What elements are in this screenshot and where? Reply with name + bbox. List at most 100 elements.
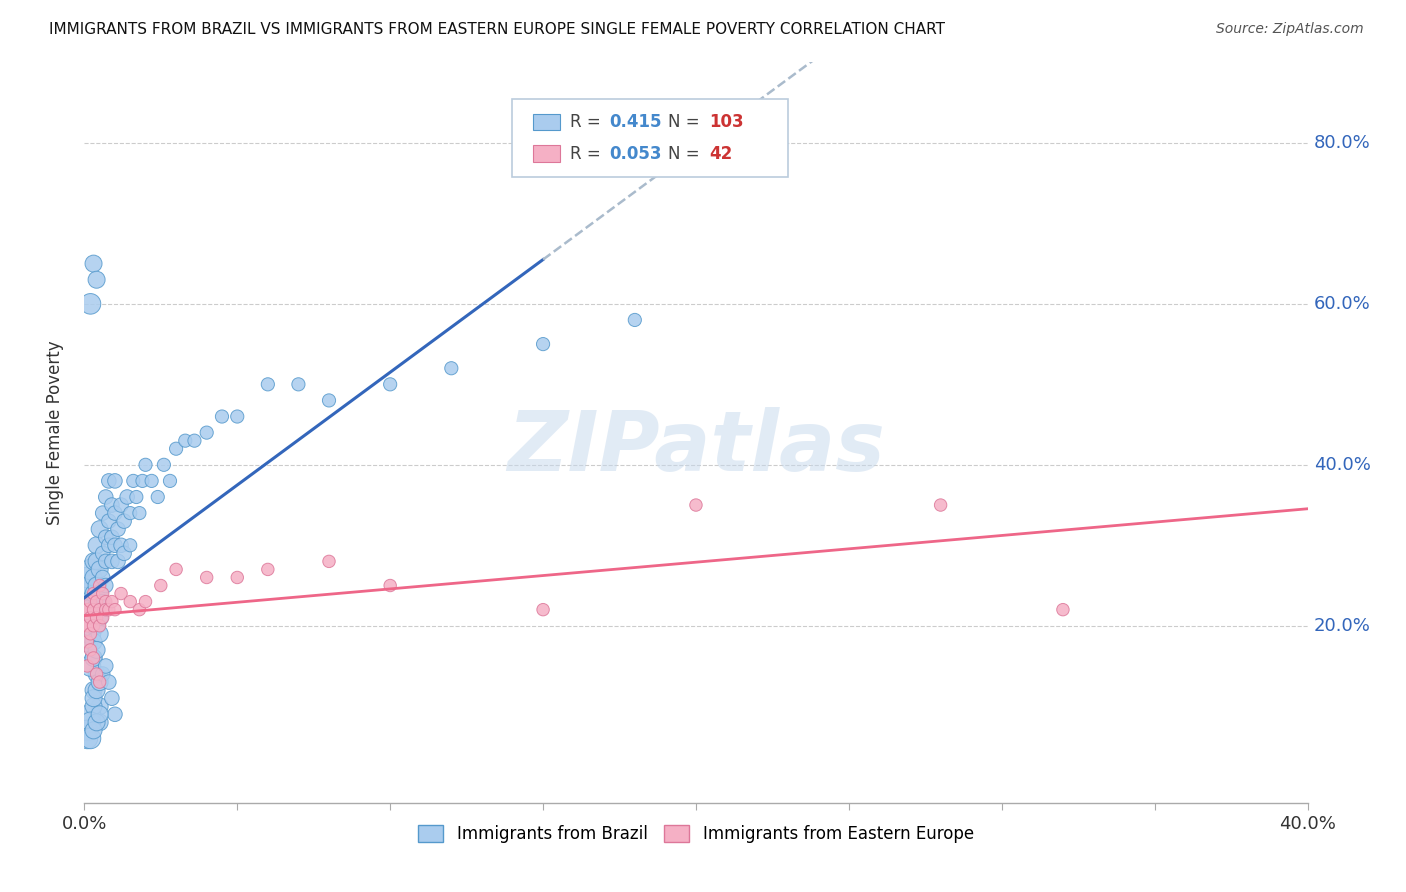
Point xyxy=(91,610,114,624)
Point xyxy=(91,506,114,520)
Point xyxy=(79,610,101,624)
Point xyxy=(89,522,111,536)
Point xyxy=(83,723,105,738)
Point xyxy=(94,578,117,592)
Point xyxy=(79,627,101,641)
Point xyxy=(112,546,135,560)
Point xyxy=(83,602,105,616)
Point xyxy=(159,474,181,488)
Point xyxy=(89,602,111,616)
Point xyxy=(97,602,120,616)
Point xyxy=(79,578,101,592)
Point xyxy=(195,425,218,440)
Point xyxy=(318,554,340,568)
Point xyxy=(97,474,120,488)
Point xyxy=(112,514,135,528)
Point xyxy=(1052,602,1074,616)
Point xyxy=(94,602,117,616)
Point xyxy=(183,434,205,448)
Point xyxy=(76,723,98,738)
Point xyxy=(380,578,402,592)
Point xyxy=(685,498,707,512)
Point xyxy=(120,594,142,608)
Point xyxy=(110,586,132,600)
Point xyxy=(83,257,105,271)
Point xyxy=(149,578,172,592)
Text: N =: N = xyxy=(668,145,704,162)
Point xyxy=(135,458,157,472)
Point xyxy=(83,619,105,633)
Point xyxy=(79,643,101,657)
Point xyxy=(76,635,98,649)
Point xyxy=(101,554,124,568)
Point xyxy=(287,377,309,392)
Text: 60.0%: 60.0% xyxy=(1313,295,1371,313)
Point xyxy=(91,570,114,584)
Point xyxy=(91,546,114,560)
Point xyxy=(89,675,111,690)
Point xyxy=(76,586,98,600)
Point xyxy=(79,594,101,608)
Bar xyxy=(533,145,560,161)
Point xyxy=(89,699,111,714)
Point xyxy=(83,570,105,584)
Point xyxy=(929,498,952,512)
Point xyxy=(141,474,163,488)
Point xyxy=(135,594,157,608)
Point xyxy=(94,659,117,673)
Text: 0.053: 0.053 xyxy=(609,145,662,162)
Point xyxy=(174,434,197,448)
Point xyxy=(128,506,150,520)
Point xyxy=(120,506,142,520)
Point xyxy=(83,691,105,706)
Point xyxy=(380,377,402,392)
Point xyxy=(104,474,127,488)
Point xyxy=(89,578,111,592)
Point xyxy=(79,562,101,576)
Point xyxy=(257,377,280,392)
Point xyxy=(86,643,108,657)
Point xyxy=(91,667,114,681)
Legend: Immigrants from Brazil, Immigrants from Eastern Europe: Immigrants from Brazil, Immigrants from … xyxy=(412,819,980,850)
Point xyxy=(107,522,129,536)
Point xyxy=(257,562,280,576)
Point xyxy=(79,602,101,616)
Point xyxy=(83,619,105,633)
Point xyxy=(89,586,111,600)
Point xyxy=(83,651,105,665)
Point xyxy=(73,610,96,624)
Text: R =: R = xyxy=(569,145,606,162)
Point xyxy=(76,731,98,746)
Point xyxy=(79,619,101,633)
Point xyxy=(83,635,105,649)
Point xyxy=(531,602,554,616)
Bar xyxy=(533,113,560,130)
Point xyxy=(79,715,101,730)
Point xyxy=(79,297,101,311)
Point xyxy=(86,273,108,287)
Point xyxy=(76,619,98,633)
Point xyxy=(211,409,233,424)
Point xyxy=(165,442,187,456)
Point xyxy=(104,707,127,722)
Text: 42: 42 xyxy=(710,145,733,162)
Point xyxy=(76,659,98,673)
Point xyxy=(79,659,101,673)
Point xyxy=(318,393,340,408)
Text: 20.0%: 20.0% xyxy=(1313,616,1371,635)
Point xyxy=(76,602,98,616)
Point xyxy=(83,554,105,568)
Point xyxy=(76,570,98,584)
Point xyxy=(97,514,120,528)
Point xyxy=(104,602,127,616)
Point xyxy=(128,602,150,616)
Text: 40.0%: 40.0% xyxy=(1313,456,1371,474)
Point xyxy=(86,619,108,633)
Point xyxy=(226,409,249,424)
Point xyxy=(86,715,108,730)
Point xyxy=(195,570,218,584)
Point xyxy=(101,691,124,706)
Text: IMMIGRANTS FROM BRAZIL VS IMMIGRANTS FROM EASTERN EUROPE SINGLE FEMALE POVERTY C: IMMIGRANTS FROM BRAZIL VS IMMIGRANTS FRO… xyxy=(49,22,945,37)
Point xyxy=(94,530,117,544)
Point xyxy=(94,490,117,504)
